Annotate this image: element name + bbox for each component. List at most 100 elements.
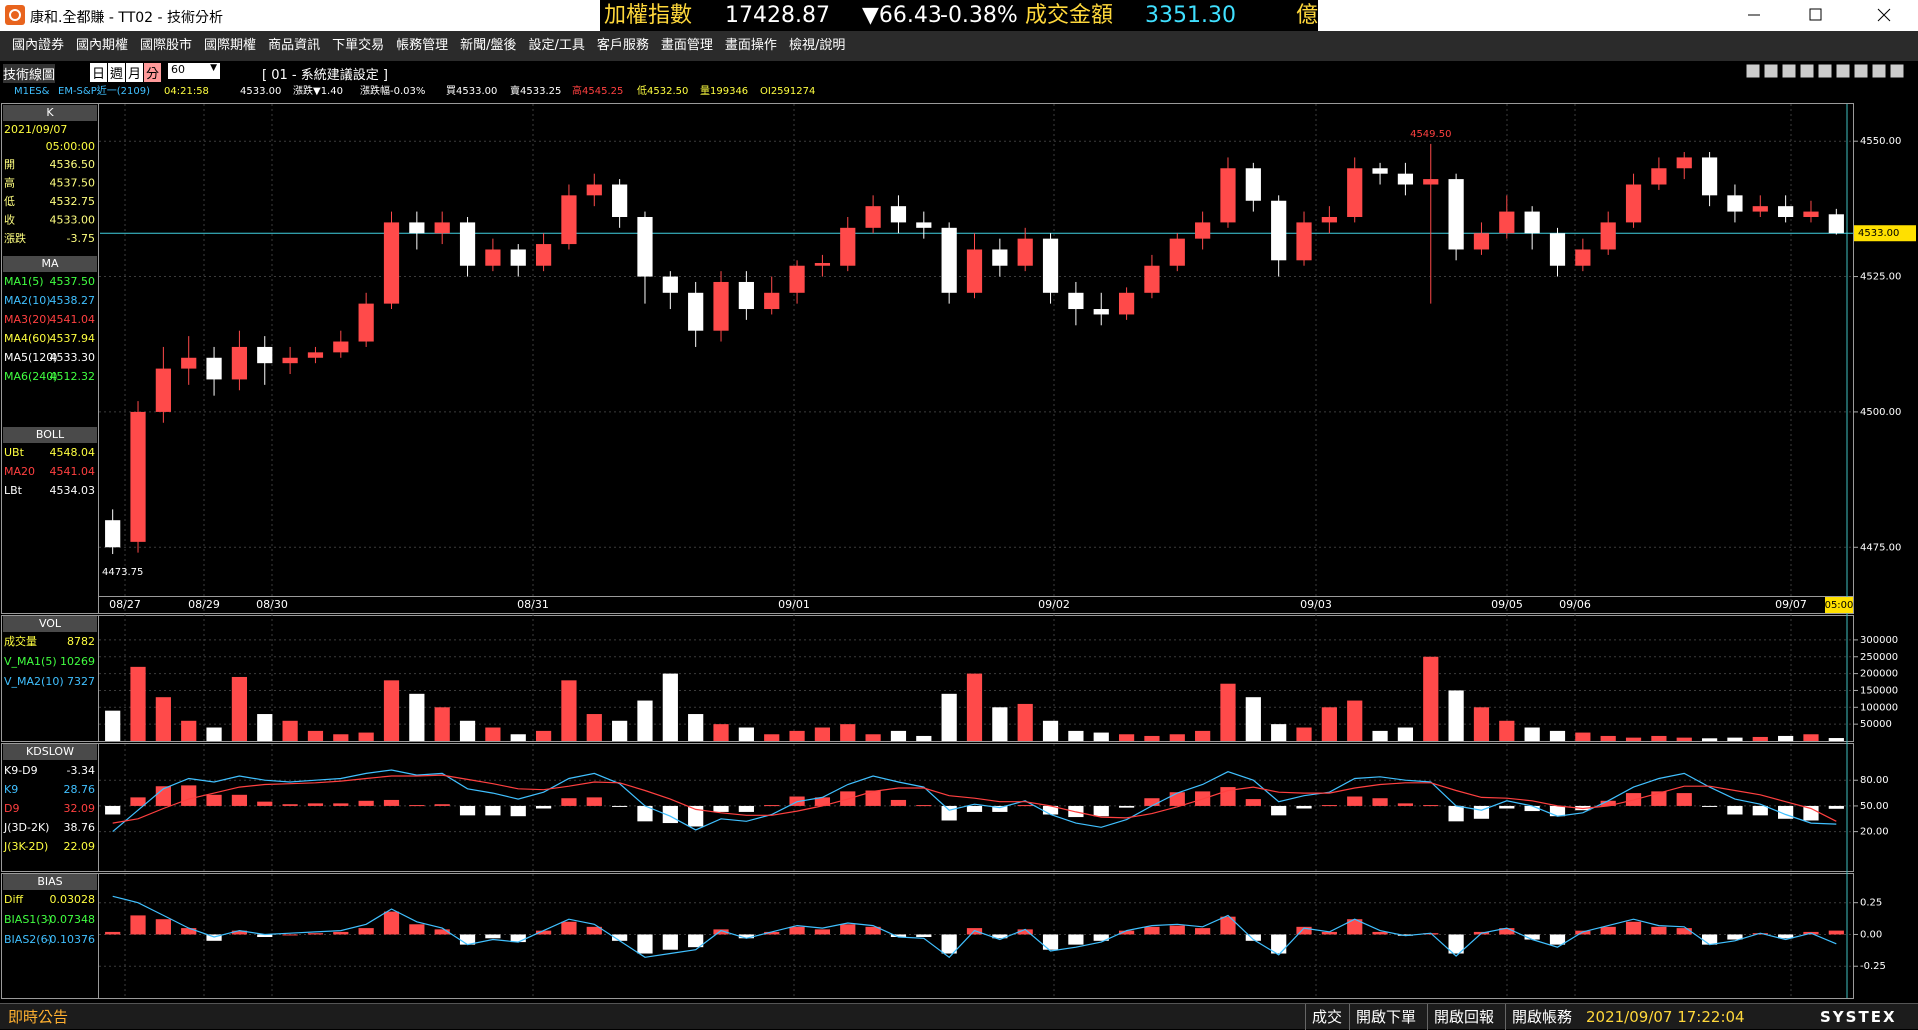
menu-item[interactable]: 商品資訊 bbox=[268, 38, 321, 53]
status-button[interactable]: 成交 bbox=[1305, 1004, 1348, 1030]
kd-diff-bar bbox=[738, 805, 754, 812]
volume-bar bbox=[1575, 732, 1591, 741]
candle-body bbox=[688, 292, 704, 331]
panel-header: VOL bbox=[39, 617, 62, 630]
kd-diff-bar bbox=[1448, 805, 1464, 822]
candle-body bbox=[1169, 238, 1185, 266]
bias-diff-bar bbox=[1499, 928, 1515, 935]
panel-header-bg bbox=[3, 616, 97, 632]
status-button[interactable]: 開啟帳務 bbox=[1505, 1004, 1578, 1030]
menu-item[interactable]: 客戶服務 bbox=[596, 38, 649, 53]
row-value: 4533.30 bbox=[50, 351, 96, 364]
interval-select[interactable]: 60 ▼ bbox=[168, 63, 220, 79]
x-tick-label: 09/05 bbox=[1491, 598, 1523, 611]
candle-body bbox=[865, 206, 881, 228]
volume-bar bbox=[510, 734, 526, 741]
row-value: 4534.03 bbox=[50, 484, 96, 497]
bias-diff-bar bbox=[155, 919, 171, 935]
bias-diff-bar bbox=[612, 934, 628, 941]
volume-bar bbox=[941, 693, 957, 741]
period[interactable]: 月 bbox=[126, 63, 143, 82]
volume-bar bbox=[1524, 727, 1540, 741]
volume-bar bbox=[713, 724, 729, 741]
status-button[interactable]: 開啟回報 bbox=[1427, 1004, 1500, 1030]
row-label: 漲跌 bbox=[4, 231, 26, 245]
kd-diff-bar bbox=[992, 805, 1008, 812]
period[interactable]: 週 bbox=[108, 63, 125, 82]
menu-item[interactable]: 畫面操作 bbox=[724, 38, 777, 53]
kd-diff-bar bbox=[1600, 800, 1616, 806]
volume-bar bbox=[1803, 734, 1819, 741]
candle-body bbox=[1296, 222, 1312, 261]
row-label: 高 bbox=[4, 176, 15, 190]
bias-diff-bar bbox=[688, 934, 704, 948]
toolbar: 技術線圖 日週月分 60 ▼ [ 01 - 系統建議設定 ] bbox=[0, 61, 1918, 83]
volume-bar bbox=[1195, 730, 1211, 741]
panel-header-bg bbox=[3, 874, 97, 890]
menu-item[interactable]: 國內期權 bbox=[76, 38, 129, 53]
menu-item[interactable]: 國內證券 bbox=[12, 38, 65, 53]
menu-item[interactable]: 新聞/盤後 bbox=[460, 38, 517, 53]
bias-diff-bar bbox=[941, 934, 957, 954]
kd-diff-bar bbox=[814, 797, 831, 806]
volume-bar bbox=[333, 734, 349, 741]
row-label: LBt bbox=[4, 484, 23, 497]
restore[interactable] bbox=[1809, 8, 1822, 21]
row-value: 4536.50 bbox=[50, 158, 96, 171]
bias1-line bbox=[112, 895, 1837, 959]
menu-item[interactable]: 設定/工具 bbox=[528, 38, 585, 53]
kd-diff-bar bbox=[1752, 805, 1768, 816]
bias-diff-bar bbox=[257, 934, 273, 937]
menu-item[interactable]: 帳務管理 bbox=[396, 38, 449, 53]
k-line bbox=[112, 769, 1837, 833]
setting[interactable]: [ 01 - 系統建議設定 ] bbox=[262, 68, 388, 83]
period[interactable]: 分 bbox=[144, 63, 161, 82]
quote-bid: 買4533.00 bbox=[446, 86, 498, 97]
candle-body bbox=[155, 368, 171, 412]
candle-body bbox=[890, 206, 907, 223]
row-value: 4532.75 bbox=[50, 195, 96, 208]
volume-bar bbox=[358, 732, 374, 741]
bias-diff-bar bbox=[561, 921, 577, 935]
menu-item[interactable]: 國際期權 bbox=[204, 38, 257, 53]
bias-diff-bar bbox=[890, 934, 907, 937]
volume-bar bbox=[1372, 730, 1388, 741]
volume-bar bbox=[1296, 727, 1312, 741]
kd-diff-bar bbox=[1651, 791, 1667, 806]
bias-diff-bar bbox=[662, 934, 678, 950]
bias-diff-bar bbox=[738, 934, 754, 939]
candle-body bbox=[814, 263, 831, 266]
panel-header: KDSLOW bbox=[26, 745, 74, 758]
ticker-change: ▼66.43 bbox=[862, 3, 942, 28]
y-tick-label: 4475.00 bbox=[1860, 542, 1901, 553]
close[interactable] bbox=[1877, 8, 1891, 22]
menu-item[interactable]: 國際股市 bbox=[140, 38, 193, 53]
x-tick-label: 08/29 bbox=[188, 598, 220, 611]
kd-diff-bar bbox=[612, 805, 628, 807]
candle-body bbox=[485, 249, 501, 266]
period[interactable]: 日 bbox=[90, 63, 107, 82]
window-controls[interactable] bbox=[1718, 0, 1918, 31]
candle-body bbox=[307, 352, 324, 358]
menu-item[interactable]: 畫面管理 bbox=[660, 38, 713, 53]
y-tick-label: 80.00 bbox=[1860, 775, 1889, 786]
candle-body bbox=[1676, 157, 1692, 169]
menu-item[interactable]: 檢視/說明 bbox=[788, 38, 846, 53]
volume-bar bbox=[105, 710, 121, 741]
row-value: 4533.00 bbox=[50, 214, 96, 227]
status-button[interactable]: 開啟下單 bbox=[1349, 1004, 1422, 1030]
volume-bar bbox=[586, 714, 602, 741]
notice[interactable]: 即時公告 bbox=[8, 1008, 69, 1026]
kd-diff-bar bbox=[1524, 805, 1540, 812]
candle-body bbox=[764, 292, 780, 310]
kd-diff-bar bbox=[916, 805, 932, 807]
y-tick-label: 50.00 bbox=[1860, 801, 1889, 812]
charts: K 2021/09/07 05:00:00 開 4536.50 高 4537.50 低 4532… bbox=[0, 100, 1918, 1002]
row-value: 4548.04 bbox=[50, 446, 96, 459]
candle-body bbox=[738, 281, 754, 310]
y-tick-label: 4525.00 bbox=[1860, 272, 1901, 283]
row-value: 4512.32 bbox=[50, 370, 96, 383]
menu-item[interactable]: 下單交易 bbox=[332, 38, 385, 53]
bias-diff-bar bbox=[1042, 934, 1059, 950]
